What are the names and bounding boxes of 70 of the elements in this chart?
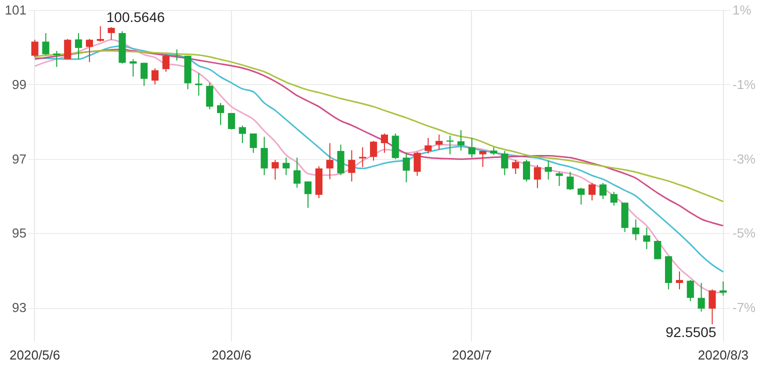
y2-tick-label: -5% (732, 226, 756, 241)
candlestick (534, 164, 541, 189)
candlestick (151, 68, 159, 85)
candlestick (272, 159, 279, 180)
y2-tick-label: -7% (732, 300, 756, 316)
candlestick (370, 140, 378, 162)
candlestick (195, 72, 202, 96)
candlestick (217, 102, 224, 126)
candlestick (698, 282, 705, 312)
candlestick (206, 82, 214, 110)
y-tick-label: 95 (12, 226, 26, 241)
candlestick (479, 150, 486, 168)
candlestick (86, 38, 94, 63)
candlestick (250, 132, 257, 154)
y-tick-label: 97 (12, 151, 26, 166)
candlestick (260, 136, 268, 176)
candlestick (304, 180, 312, 208)
candlestick (686, 280, 694, 302)
candlestick (512, 159, 520, 175)
candlestick (96, 26, 104, 42)
candlestick (424, 137, 432, 154)
candlestick (599, 182, 607, 200)
candlestick (457, 130, 464, 152)
y2-tick-label: -1% (732, 76, 756, 92)
candlestick (228, 112, 236, 130)
candlestick (74, 32, 82, 60)
candlestick (414, 151, 421, 176)
candlestick (42, 32, 50, 56)
candlestick (359, 146, 366, 168)
candlestick (654, 240, 662, 260)
y-tick-label: 99 (12, 76, 26, 92)
candlestick (468, 137, 476, 158)
candlestick (556, 171, 563, 186)
candlestick (282, 157, 290, 176)
candlestick (708, 288, 716, 325)
candlestick (402, 152, 410, 183)
candlestick (544, 160, 552, 180)
candlestick (588, 182, 596, 201)
candlestick (108, 26, 115, 40)
candlestick (610, 191, 618, 206)
candlestick (436, 134, 443, 150)
candlestick (578, 187, 585, 206)
y-tick-label: 93 (12, 300, 26, 316)
candlestick (64, 38, 72, 60)
candlestick (53, 50, 60, 68)
candlestick (326, 142, 334, 180)
x-tick-label: 2020/6 (212, 348, 252, 362)
candlestick (31, 39, 38, 58)
y2-tick-label: -3% (732, 151, 756, 166)
candlestick (392, 132, 399, 160)
annotation: 100.5646 (106, 9, 165, 26)
annotation: 92.5505 (666, 324, 716, 340)
candlestick (238, 125, 246, 144)
candlestick (501, 150, 508, 176)
x-tick-label: 2020/8/3 (698, 348, 748, 362)
candlestick (348, 150, 356, 182)
candlestick (566, 171, 574, 191)
x-tick-label: 2020/7 (452, 348, 492, 362)
candlestick (162, 54, 170, 72)
y2-tick-label: 1% (732, 2, 752, 18)
candlestick (632, 218, 640, 241)
candlestick (380, 132, 388, 154)
candlestick (337, 144, 344, 176)
candlestick (676, 270, 684, 290)
candlestick (522, 159, 530, 182)
x-tick-label: 2020/5/6 (10, 348, 60, 362)
candlestick (140, 62, 148, 86)
candlestick (643, 227, 650, 250)
candlestick (294, 157, 301, 188)
y-tick-label: 101 (4, 2, 26, 18)
